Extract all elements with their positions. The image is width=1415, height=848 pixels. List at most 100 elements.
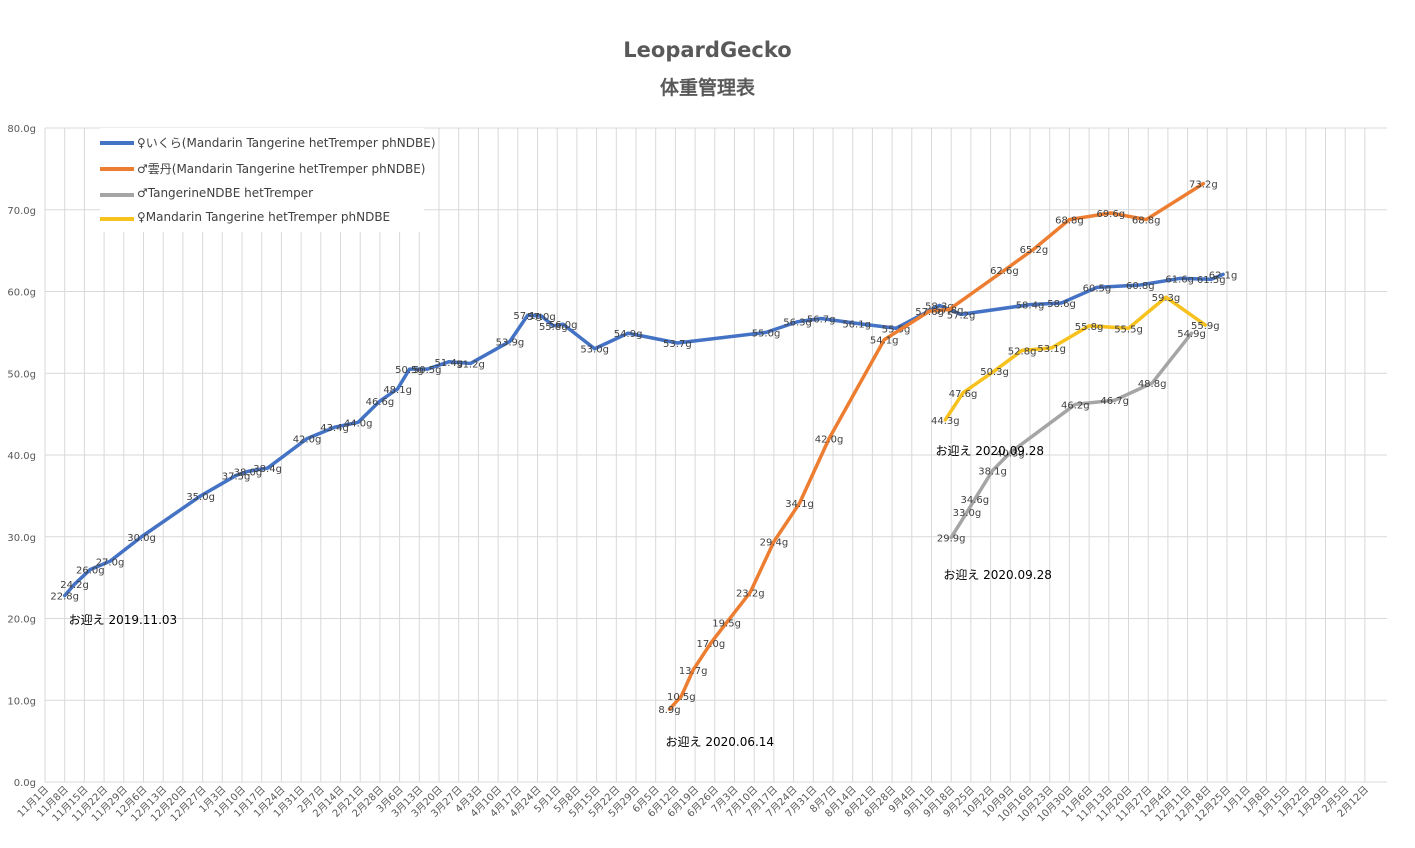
data-label: 55.8g bbox=[1075, 322, 1104, 333]
y-tick-label: 30.0g bbox=[7, 533, 36, 544]
data-label: 42.0g bbox=[293, 435, 322, 446]
data-label: 42.0g bbox=[815, 435, 844, 446]
legend-label-uni: ♂雲丹(Mandarin Tangerine hetTremper phNDBE… bbox=[137, 162, 426, 176]
legend-item-mandarin-female: ♀Mandarin Tangerine hetTremper phNDBE bbox=[100, 208, 424, 228]
data-label: 44.3g bbox=[931, 416, 960, 427]
data-label: 29.4g bbox=[760, 538, 789, 549]
data-label: 38.1g bbox=[978, 467, 1007, 478]
legend-swatch-tangerine-male bbox=[100, 193, 134, 197]
data-label: 57.1g bbox=[513, 311, 542, 322]
data-label: 8.9g bbox=[658, 705, 680, 716]
data-label: 44.0g bbox=[344, 418, 373, 429]
legend-swatch-ikura bbox=[100, 141, 134, 145]
data-label: 55.9g bbox=[1191, 321, 1220, 332]
chart-subtitle: 体重管理表 bbox=[659, 77, 755, 99]
data-label: 69.6g bbox=[1096, 209, 1125, 220]
data-label: 65.2g bbox=[1020, 245, 1049, 256]
legend-label-mandarin-female: ♀Mandarin Tangerine hetTremper phNDBE bbox=[137, 210, 391, 224]
data-label: 27.0g bbox=[96, 557, 125, 568]
data-label: 34.1g bbox=[785, 499, 814, 510]
data-label: 51.4g bbox=[435, 358, 464, 369]
data-label: 68.8g bbox=[1055, 216, 1084, 227]
data-label: 55.8g bbox=[539, 322, 568, 333]
data-label: 57.2g bbox=[947, 310, 976, 321]
data-label: 48.8g bbox=[1138, 379, 1167, 390]
annotation-label: お迎え 2019.11.03 bbox=[69, 613, 178, 627]
data-label: 53.9g bbox=[496, 337, 525, 348]
data-label: 56.0g bbox=[549, 320, 578, 331]
data-label: 56.3g bbox=[783, 318, 812, 329]
data-label: 58.4g bbox=[1016, 301, 1045, 312]
data-label: 46.2g bbox=[1061, 400, 1090, 411]
data-label: 46.7g bbox=[1100, 396, 1129, 407]
series-line bbox=[62, 272, 1225, 598]
data-label: 56.7g bbox=[807, 314, 836, 325]
annotation-label: お迎え 2020.06.14 bbox=[666, 735, 775, 749]
data-label: 61.5g bbox=[1197, 275, 1226, 286]
data-label: 62.1g bbox=[1209, 270, 1238, 281]
legend-item-uni: ♂雲丹(Mandarin Tangerine hetTremper phNDBE… bbox=[100, 158, 426, 178]
data-label: 26.0g bbox=[76, 565, 105, 576]
series-line bbox=[667, 181, 1206, 711]
y-tick-label: 20.0g bbox=[7, 615, 36, 626]
data-label: 53.0g bbox=[580, 345, 609, 356]
y-tick-label: 80.0g bbox=[7, 124, 36, 135]
data-label: 24.2g bbox=[60, 580, 89, 591]
data-label: 34.6g bbox=[961, 495, 990, 506]
data-label: 52.8g bbox=[1008, 346, 1037, 357]
data-label: 53.7g bbox=[663, 339, 692, 350]
data-label: 56.1g bbox=[842, 319, 871, 330]
annotation-label: お迎え 2020.09.28 bbox=[935, 444, 1044, 458]
data-label: 55.5g bbox=[1114, 324, 1143, 335]
data-label: 61.6g bbox=[1165, 274, 1194, 285]
data-label: 33.0g bbox=[953, 508, 982, 519]
data-label: 51.2g bbox=[456, 359, 485, 370]
series-line bbox=[949, 331, 1194, 540]
legend-label-tangerine-male: ♂TangerineNDBE hetTremper bbox=[137, 186, 314, 200]
data-label: 30.0g bbox=[127, 533, 156, 544]
data-label: 53.1g bbox=[1037, 344, 1066, 355]
series-2: 29.9g 33.0g 34.6g 38.1g 40.3g 46.2g 46.7g 48.8g… bbox=[937, 329, 1206, 544]
y-tick-label: 60.0g bbox=[7, 288, 36, 299]
data-label: 50.3g bbox=[980, 367, 1009, 378]
data-label: 54.1g bbox=[870, 336, 899, 347]
y-tick-label: 0.0g bbox=[14, 778, 36, 789]
data-label: 55.5g bbox=[882, 324, 911, 335]
data-label: 73.2g bbox=[1189, 180, 1218, 191]
legend-label-ikura: ♀いくら(Mandarin Tangerine hetTremper phNDB… bbox=[137, 136, 436, 150]
data-label: 57.0g bbox=[527, 312, 556, 323]
data-label: 29.9g bbox=[937, 534, 966, 545]
data-label: 58.6g bbox=[1047, 299, 1076, 310]
data-label: 13.7g bbox=[679, 666, 708, 677]
chart-title: LeopardGecko bbox=[623, 38, 792, 62]
legend-item-ikura: ♀いくら(Mandarin Tangerine hetTremper phNDB… bbox=[100, 132, 436, 152]
data-label: 50.5g bbox=[413, 365, 442, 376]
data-label: 57.8g bbox=[935, 305, 964, 316]
data-label: 55.0g bbox=[752, 328, 781, 339]
data-label: 10.5g bbox=[667, 692, 696, 703]
chart-legend: ♀いくら(Mandarin Tangerine hetTremper phNDB… bbox=[100, 128, 436, 232]
annotation-label: お迎え 2020.09.28 bbox=[943, 568, 1052, 582]
data-label: 60.8g bbox=[1126, 281, 1155, 292]
data-label: 23.2g bbox=[736, 588, 765, 599]
legend-swatch-mandarin-female bbox=[100, 217, 134, 221]
data-label: 19.5g bbox=[712, 619, 741, 630]
data-label: 48.1g bbox=[383, 385, 412, 396]
legend-swatch-uni bbox=[100, 167, 134, 171]
y-tick-label: 10.0g bbox=[7, 696, 36, 707]
series-line bbox=[943, 295, 1208, 422]
data-label: 35.0g bbox=[186, 492, 215, 503]
data-label: 38.0g bbox=[234, 467, 263, 478]
data-label: 17.0g bbox=[697, 639, 726, 650]
data-label: 68.8g bbox=[1132, 216, 1161, 227]
data-label: 62.6g bbox=[990, 266, 1019, 277]
legend-item-tangerine-male: ♂TangerineNDBE hetTremper bbox=[100, 184, 424, 204]
data-label: 58.3g bbox=[925, 301, 954, 312]
y-tick-label: 40.0g bbox=[7, 451, 36, 462]
y-tick-label: 50.0g bbox=[7, 369, 36, 380]
data-label: 57.6g bbox=[915, 307, 944, 318]
data-label: 22.8g bbox=[50, 592, 79, 603]
data-label: 47.6g bbox=[949, 389, 978, 400]
